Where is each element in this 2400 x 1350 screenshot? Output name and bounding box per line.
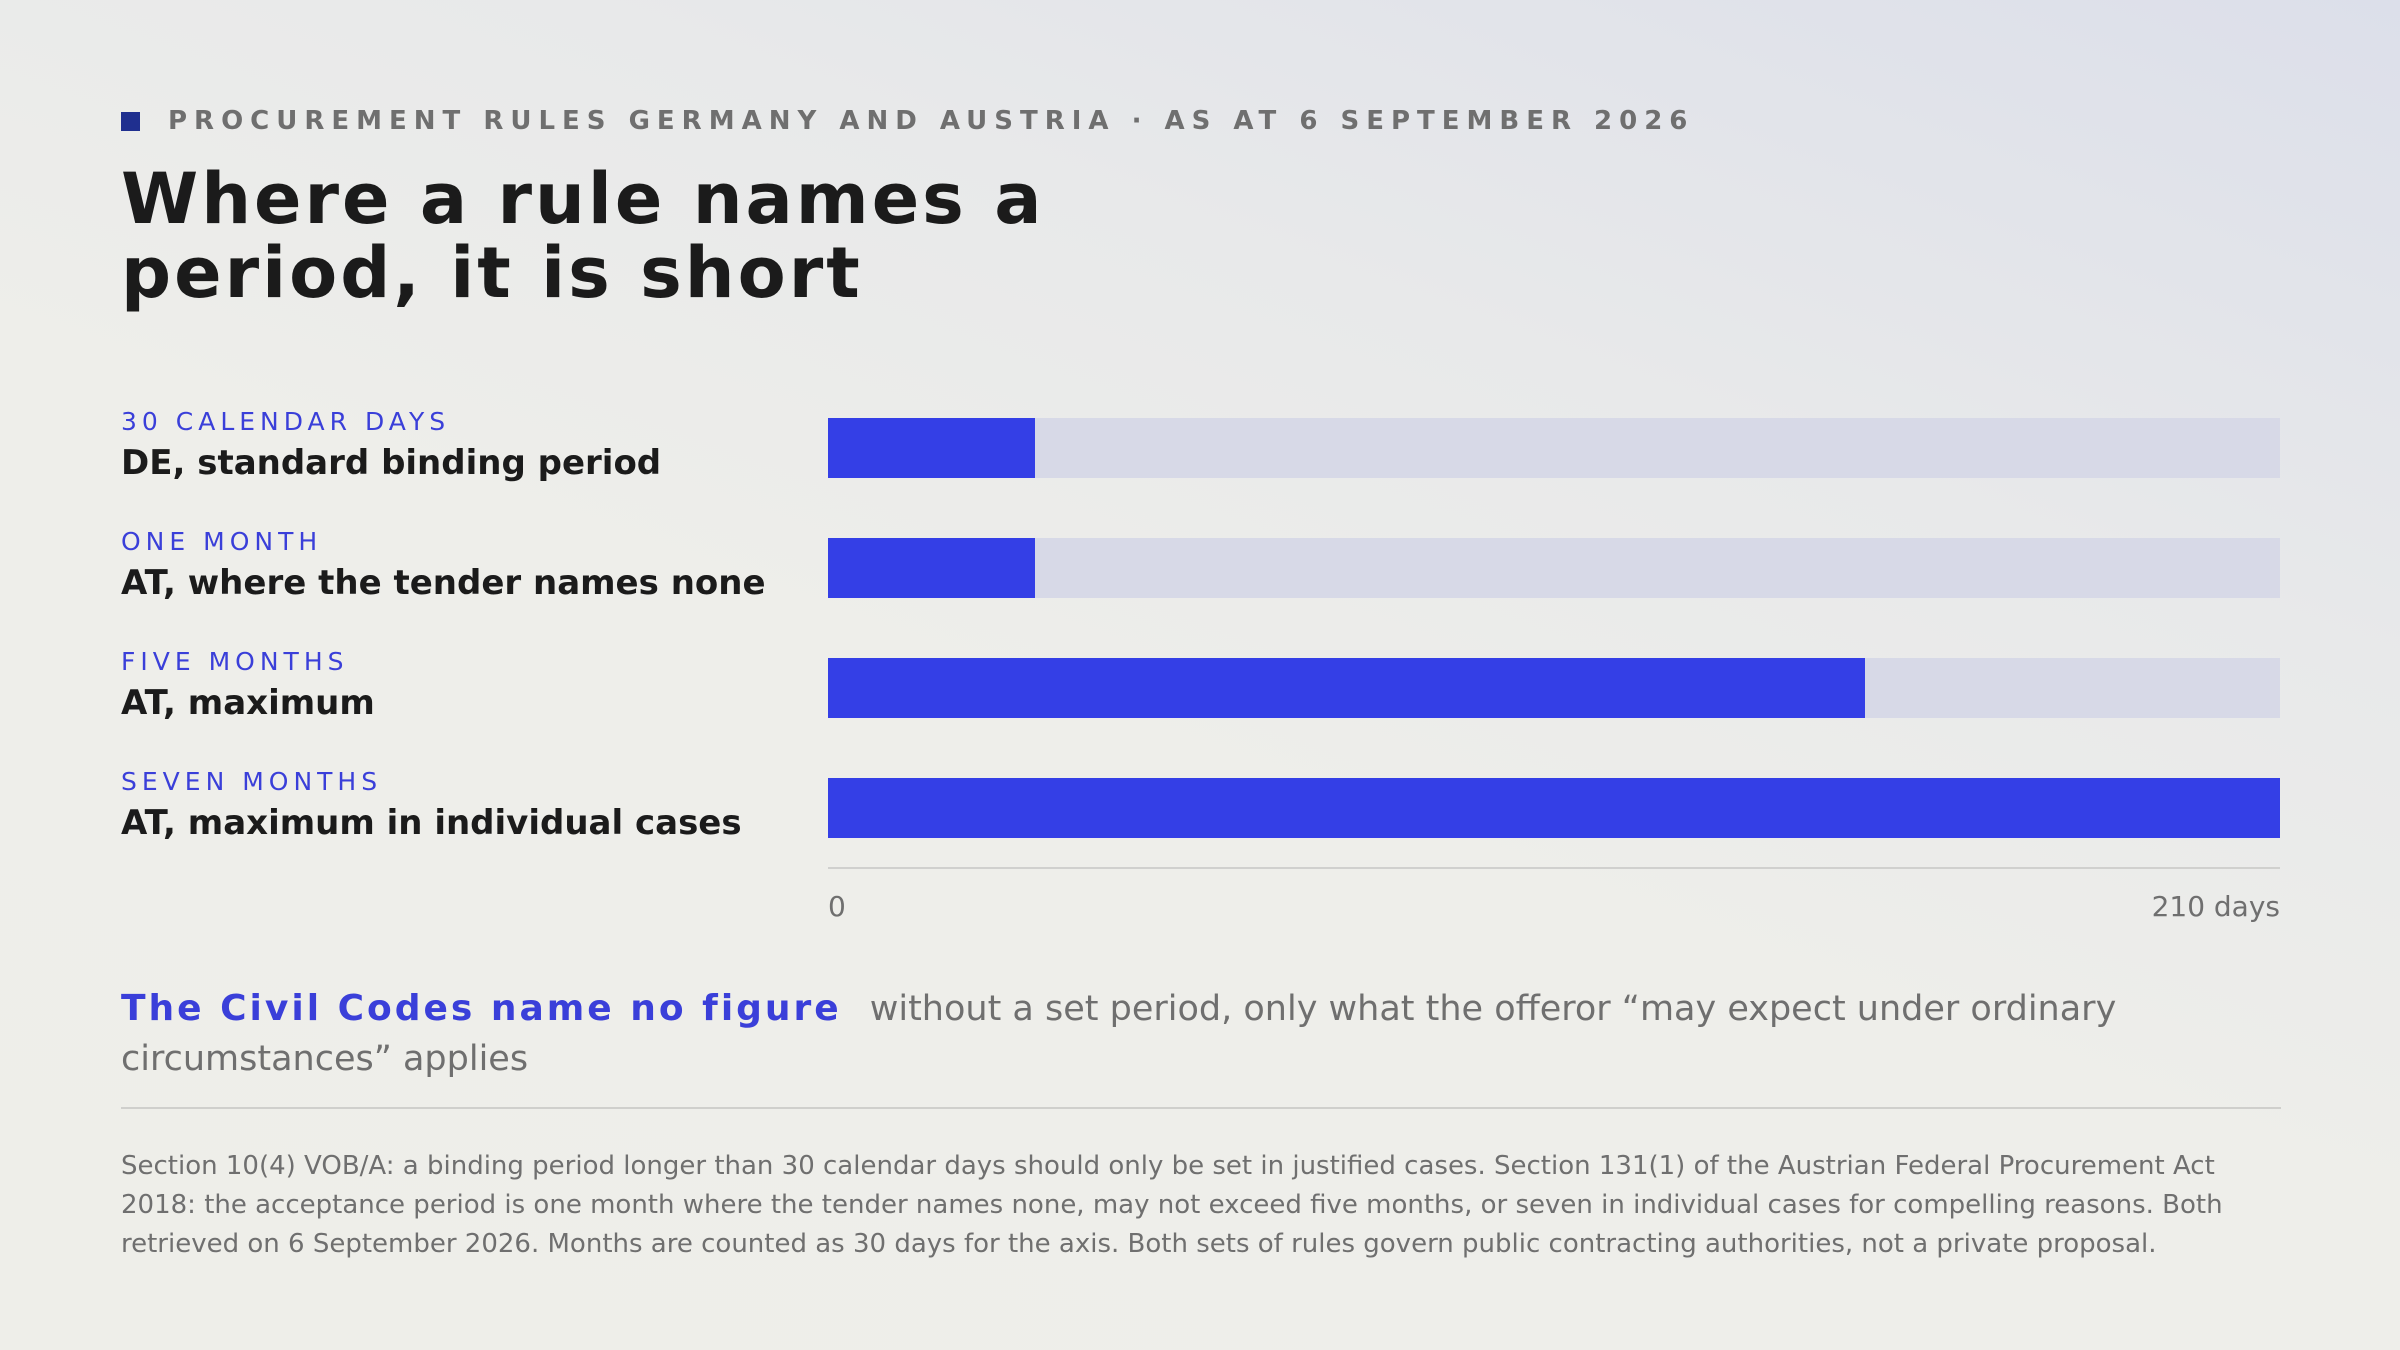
- bar-fill: [828, 418, 1036, 478]
- callout-lead: The Civil Codes name no figure: [121, 988, 842, 1029]
- eyebrow: PROCUREMENT RULES GERMANY AND AUSTRIA · …: [121, 106, 1694, 136]
- page-title: Where a rule names a period, it is short: [121, 158, 1045, 314]
- bar-fill: [828, 538, 1036, 598]
- divider: [121, 1107, 2281, 1109]
- bar-track: [828, 778, 2280, 838]
- x-tick-label-max: 210 days: [2151, 890, 2280, 923]
- bar-title: AT, where the tender names none: [121, 563, 766, 603]
- bar-fill: [828, 778, 2280, 838]
- bar-track: [828, 538, 2280, 598]
- eyebrow-square-icon: [121, 111, 140, 131]
- bar-track: [828, 418, 2280, 478]
- callout-text: without a set period, only what the offe…: [121, 989, 2117, 1079]
- eyebrow-text: PROCUREMENT RULES GERMANY AND AUSTRIA · …: [168, 106, 1695, 136]
- bar-title: AT, maximum: [121, 683, 375, 723]
- bar-title: DE, standard binding period: [121, 443, 662, 483]
- bar-track: [828, 658, 2280, 718]
- x-tick-label-min: 0: [828, 890, 846, 923]
- x-axis-line: [828, 867, 2280, 869]
- bar-kicker: ONE MONTH: [121, 527, 323, 556]
- bar-kicker: 30 CALENDAR DAYS: [121, 407, 451, 436]
- bar-kicker: SEVEN MONTHS: [121, 767, 383, 796]
- bar-kicker: FIVE MONTHS: [121, 647, 349, 676]
- bar-label-3: SEVEN MONTHS AT, maximum in individual c…: [121, 767, 801, 845]
- bar-label-0: 30 CALENDAR DAYS DE, standard binding pe…: [121, 407, 801, 485]
- bar-fill: [828, 658, 1866, 718]
- bar-title: AT, maximum in individual cases: [121, 803, 742, 843]
- source-note: Section 10(4) VOB/A: a binding period lo…: [121, 1151, 2223, 1259]
- bar-label-1: ONE MONTH AT, where the tender names non…: [121, 527, 801, 605]
- bar-label-2: FIVE MONTHS AT, maximum: [121, 647, 801, 725]
- callout-note: The Civil Codes name no figure without a …: [121, 984, 2281, 1084]
